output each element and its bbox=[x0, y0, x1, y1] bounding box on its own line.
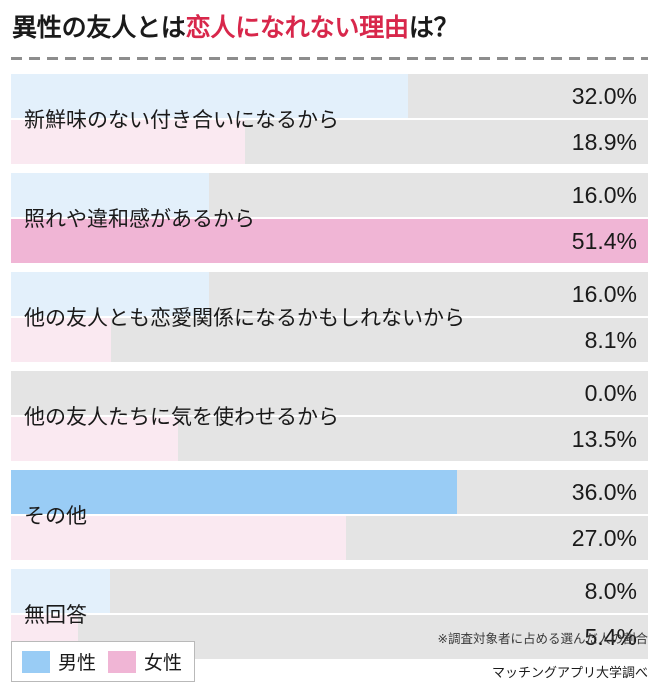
value-label-female: 18.9% bbox=[571, 129, 637, 155]
value-label-female: 13.5% bbox=[571, 426, 637, 452]
bar-group: 16.0% 51.4% 照れや違和感があるから bbox=[11, 173, 648, 263]
bar-chart-plot-area: 32.0% 18.9% 新鮮味のない付き合いになるから 16.0% 51.4% 照れや違和… bbox=[11, 74, 648, 668]
bar-fill-female bbox=[11, 120, 246, 164]
value-label-female: 51.4% bbox=[571, 228, 637, 254]
bar-fill-female bbox=[11, 318, 112, 362]
legend-swatch-male-icon bbox=[22, 650, 50, 673]
bar-group: 32.0% 18.9% 新鮮味のない付き合いになるから bbox=[11, 74, 648, 164]
legend-item-male: 男性 bbox=[22, 648, 96, 675]
bar-fill-female bbox=[11, 219, 648, 263]
value-label-male: 16.0% bbox=[571, 281, 637, 307]
bar-group: 16.0% 8.1% 他の友人とも恋愛関係になるかもしれないから bbox=[11, 272, 648, 362]
bar-group: 36.0% 27.0% その他 bbox=[11, 470, 648, 560]
bar-row-female: 51.4% bbox=[11, 219, 648, 263]
bar-row-male: 16.0% bbox=[11, 272, 648, 316]
bar-row-female: 18.9% bbox=[11, 120, 648, 164]
title-accent: 恋人になれない理由 bbox=[185, 14, 409, 42]
bar-fill-male bbox=[11, 569, 111, 613]
value-label-female: 5.4% bbox=[584, 624, 637, 650]
bar-row-male: 16.0% bbox=[11, 173, 648, 217]
title-suffix: は？ bbox=[408, 14, 459, 42]
title-prefix: 異性の友人とは bbox=[12, 14, 186, 42]
bar-row-female: 8.1% bbox=[11, 318, 648, 362]
page-title: 異性の友人とは恋人になれない理由は？ bbox=[12, 8, 459, 44]
bar-row-male: 0.0% bbox=[11, 371, 648, 415]
value-label-male: 16.0% bbox=[571, 182, 637, 208]
value-label-female: 27.0% bbox=[571, 525, 637, 551]
bar-row-male: 36.0% bbox=[11, 470, 648, 514]
legend-label-female: 女性 bbox=[144, 653, 183, 674]
footnote-text: ※調査対象者に占める選んだ人の割合 bbox=[437, 632, 648, 646]
value-label-male: 8.0% bbox=[584, 578, 637, 604]
legend-item-female: 女性 bbox=[108, 648, 182, 675]
credit-text: マッチングアプリ大学調べ bbox=[491, 665, 648, 680]
title-divider bbox=[11, 57, 648, 60]
chart-legend: 男性 女性 bbox=[11, 641, 196, 682]
bar-fill-male bbox=[11, 470, 458, 514]
bar-row-female: 13.5% bbox=[11, 417, 648, 461]
bar-fill-female bbox=[11, 417, 179, 461]
bar-group: 0.0% 13.5% 他の友人たちに気を使わせるから bbox=[11, 371, 648, 461]
bar-row-male: 32.0% bbox=[11, 74, 648, 118]
bar-fill-male bbox=[11, 173, 210, 217]
legend-swatch-female-icon bbox=[108, 650, 137, 673]
bar-row-female: 27.0% bbox=[11, 516, 648, 560]
bar-fill-female bbox=[11, 516, 346, 560]
value-label-female: 8.1% bbox=[584, 327, 637, 353]
bar-fill-male bbox=[11, 272, 210, 316]
bar-fill-male bbox=[11, 74, 408, 118]
legend-label-male: 男性 bbox=[58, 653, 97, 674]
value-label-male: 0.0% bbox=[584, 380, 637, 406]
value-label-male: 32.0% bbox=[571, 83, 637, 109]
value-label-male: 36.0% bbox=[571, 479, 637, 505]
bar-row-male: 8.0% bbox=[11, 569, 648, 613]
